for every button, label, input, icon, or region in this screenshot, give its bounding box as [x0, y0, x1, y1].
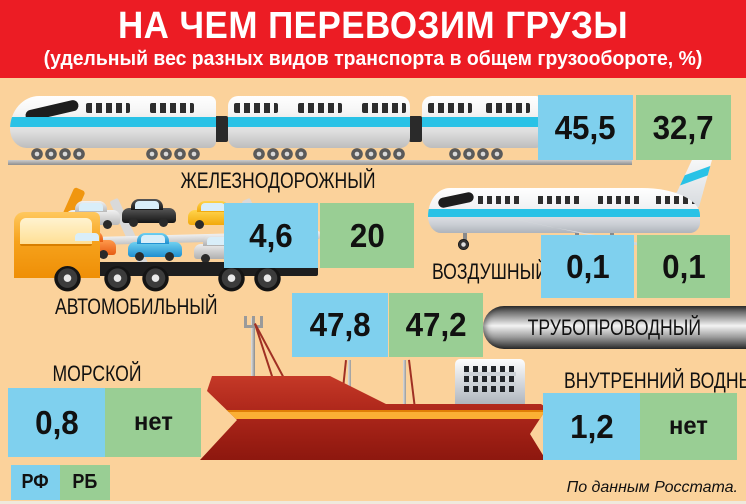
car-black: [122, 199, 176, 227]
rail-track: [8, 160, 632, 165]
sea-rf-value: 0,8: [8, 388, 105, 457]
auto-rf-value: 4,6: [224, 203, 318, 268]
pipeline-rf-value: 47,8: [292, 293, 388, 357]
header-banner: НА ЧЕМ ПЕРЕВОЗИМ ГРУЗЫ (удельный вес раз…: [0, 0, 746, 78]
car-blue: [128, 233, 182, 261]
label-rail: ЖЕЛЕЗНОДОРОЖНЫЙ: [180, 168, 376, 193]
legend-rf: РФ: [11, 465, 60, 500]
bottom-divider: [0, 501, 746, 504]
label-air: ВОЗДУШНЫЙ: [432, 259, 548, 284]
inland-rf-value: 1,2: [543, 393, 640, 460]
truck-cab: [14, 212, 100, 278]
page-title: НА ЧЕМ ПЕРЕВОЗИМ ГРУЗЫ: [117, 5, 629, 47]
ship-mast: [251, 318, 255, 386]
label-inland: ВНУТРЕННИЙ ВОДНЫЙ: [564, 368, 746, 393]
source-note: По данным Росстата.: [566, 479, 738, 496]
pipeline-rb-value: 47,2: [389, 293, 483, 357]
label-sea: МОРСКОЙ: [52, 361, 142, 386]
inland-rb-value: нет: [640, 393, 737, 460]
auto-rb-value: 20: [320, 203, 414, 268]
train-tail-car: [422, 96, 540, 148]
pipeline-icon: ТРУБОПРОВОДНЫЙ: [483, 306, 746, 349]
air-rf-value: 0,1: [541, 235, 634, 298]
ship-icon: [195, 312, 551, 462]
ship-windows: [464, 366, 516, 392]
legend-rb: РБ: [60, 465, 110, 500]
rail-rf-value: 45,5: [538, 95, 633, 160]
rail-rb-value: 32,7: [636, 95, 731, 160]
label-pipeline: ТРУБОПРОВОДНЫЙ: [527, 314, 702, 340]
page-subtitle: (удельный вес разных видов транспорта в …: [43, 48, 703, 70]
airplane-fuselage: [428, 188, 700, 233]
ship-superstructure: [455, 359, 525, 407]
train-mid-car: [228, 96, 410, 148]
sea-rb-value: нет: [105, 388, 201, 457]
train-head-car: [10, 96, 216, 148]
air-rb-value: 0,1: [637, 235, 730, 298]
label-auto: АВТОМОБИЛЬНЫЙ: [55, 294, 218, 319]
airplane-cockpit: [437, 191, 475, 209]
